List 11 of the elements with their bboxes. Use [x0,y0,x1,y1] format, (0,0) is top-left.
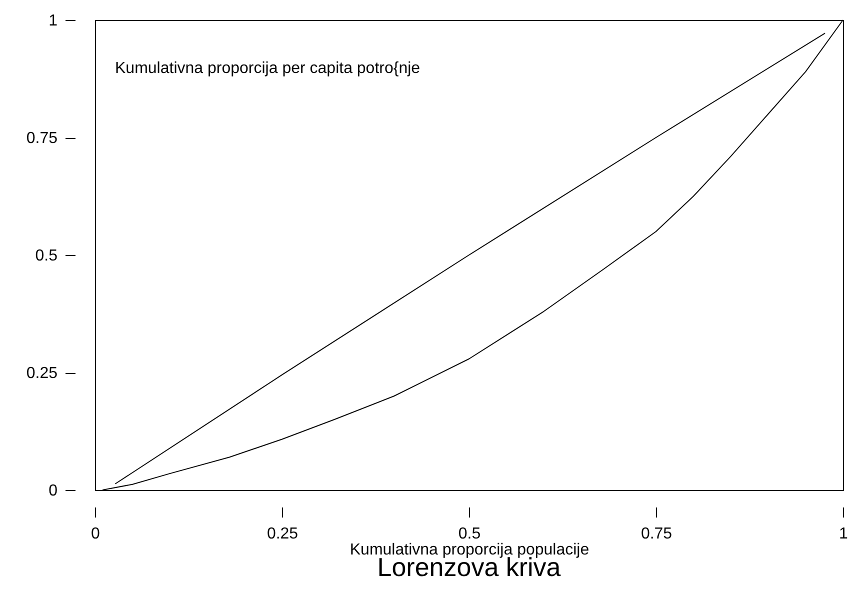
y-tick-label: 0.5 [35,248,58,264]
y-tick-label: 1 [48,12,58,30]
annotation: Kumulativna proporcija per capita potro{nje [115,60,420,77]
x-tick-label: 0.75 [640,526,672,542]
x-tick-label: 1 [839,526,848,542]
y-tick-label: 0 [48,482,58,500]
x-tick-label: 0.5 [458,526,481,542]
x-tick-label: 0 [91,526,100,542]
y-tick-label: 0.25 [26,365,58,382]
y-tick-label: 0.75 [26,130,58,147]
x-tick-label: 0.25 [266,526,298,542]
